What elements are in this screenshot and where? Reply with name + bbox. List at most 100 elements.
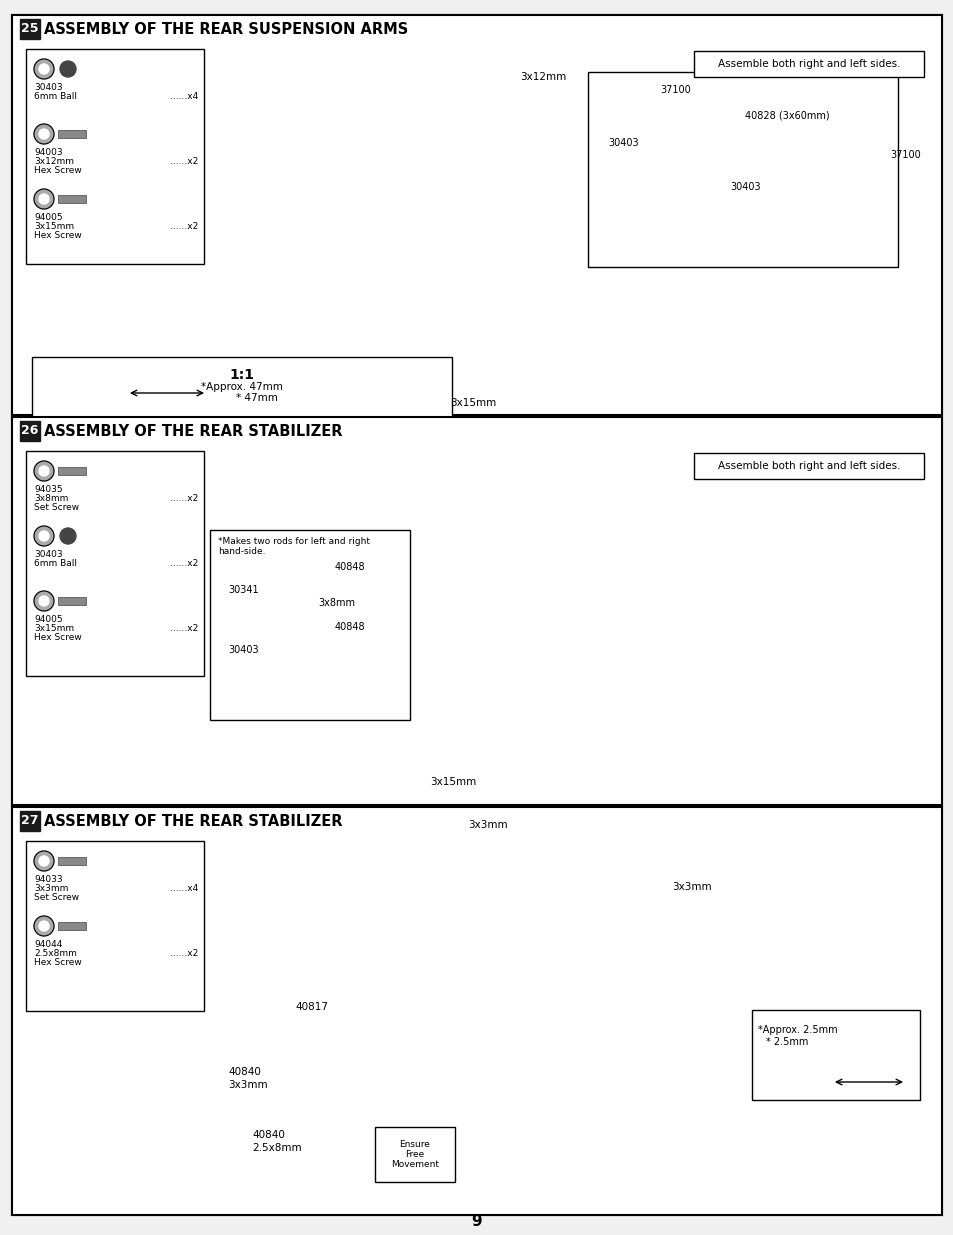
Bar [214, 437, 914, 795]
Bar [26, 49, 204, 264]
Text: ASSEMBLY OF THE REAR SUSPENSION ARMS: ASSEMBLY OF THE REAR SUSPENSION ARMS [44, 21, 408, 37]
Text: 40828 (3x60mm): 40828 (3x60mm) [744, 110, 829, 120]
Circle shape [39, 856, 49, 866]
Text: 40840: 40840 [252, 1130, 285, 1140]
Text: ......x2: ......x2 [170, 494, 198, 503]
Bar [20, 19, 40, 40]
Bar [210, 530, 410, 720]
Bar [58, 923, 86, 930]
Circle shape [39, 128, 49, 140]
Text: 2.5x8mm: 2.5x8mm [252, 1144, 301, 1153]
Text: 27: 27 [21, 815, 39, 827]
Text: Assemble both right and left sides.: Assemble both right and left sides. [717, 59, 900, 69]
Text: 94003: 94003 [34, 148, 63, 157]
Text: Ensure
Free
Movement: Ensure Free Movement [391, 1140, 438, 1170]
Text: 30403: 30403 [607, 138, 638, 148]
Bar [214, 585, 305, 715]
Text: 3x3mm: 3x3mm [34, 884, 69, 893]
Text: 3x15mm: 3x15mm [430, 777, 476, 787]
Text: ASSEMBLY OF THE REAR STABILIZER: ASSEMBLY OF THE REAR STABILIZER [44, 424, 342, 438]
Text: ......x2: ......x2 [170, 948, 198, 958]
Circle shape [34, 592, 54, 611]
Text: 30341: 30341 [228, 585, 258, 595]
Circle shape [34, 461, 54, 480]
Text: 37100: 37100 [889, 149, 920, 161]
Bar [12, 806, 941, 1215]
Text: 40840: 40840 [228, 1067, 260, 1077]
Text: 3x15mm: 3x15mm [34, 624, 74, 634]
Bar [589, 74, 895, 266]
Bar [58, 597, 86, 605]
Circle shape [39, 466, 49, 475]
Text: ......x4: ......x4 [170, 884, 198, 893]
Text: 30403: 30403 [228, 645, 258, 655]
Bar [214, 120, 769, 405]
Text: 2.5x8mm: 2.5x8mm [34, 948, 77, 958]
Circle shape [60, 529, 76, 543]
Text: *Approx. 47mm: *Approx. 47mm [201, 382, 283, 391]
Text: hand-side.: hand-side. [218, 547, 265, 557]
Bar [37, 391, 447, 447]
Text: 25: 25 [21, 22, 39, 36]
Text: 40817: 40817 [294, 1002, 328, 1011]
Bar [58, 857, 86, 864]
Text: 94005: 94005 [34, 212, 63, 222]
Bar [753, 1053, 917, 1098]
Circle shape [39, 921, 49, 931]
Bar [58, 195, 86, 203]
Bar [12, 806, 941, 1215]
Bar [587, 72, 897, 267]
Circle shape [34, 916, 54, 936]
Text: *Approx. 2.5mm: *Approx. 2.5mm [758, 1025, 837, 1035]
Circle shape [39, 597, 49, 606]
Text: 40848: 40848 [335, 562, 365, 572]
Text: 94005: 94005 [34, 615, 63, 624]
Text: Hex Screw: Hex Screw [34, 634, 82, 642]
Text: 30403: 30403 [729, 182, 760, 191]
Bar [12, 15, 941, 415]
Text: 9: 9 [471, 1214, 482, 1229]
Text: 3x12mm: 3x12mm [519, 72, 566, 82]
Text: ......x2: ......x2 [170, 222, 198, 231]
Text: 40848: 40848 [335, 622, 365, 632]
Circle shape [34, 526, 54, 546]
Text: 3x8mm: 3x8mm [34, 494, 69, 503]
Bar [751, 1010, 919, 1100]
Bar [26, 841, 204, 1011]
Bar [12, 417, 941, 805]
Text: 30403: 30403 [34, 83, 63, 91]
Text: *Makes two rods for left and right: *Makes two rods for left and right [218, 537, 370, 547]
Bar [26, 451, 204, 676]
Bar [58, 130, 86, 138]
Bar [693, 51, 923, 77]
Circle shape [34, 124, 54, 144]
Text: 3x3mm: 3x3mm [228, 1079, 268, 1091]
Text: ......x2: ......x2 [170, 157, 198, 165]
Text: * 47mm: * 47mm [235, 393, 277, 403]
Text: Assemble both right and left sides.: Assemble both right and left sides. [717, 461, 900, 471]
Text: Hex Screw: Hex Screw [34, 231, 82, 240]
Text: 3x3mm: 3x3mm [468, 820, 507, 830]
Text: ASSEMBLY OF THE REAR STABILIZER: ASSEMBLY OF THE REAR STABILIZER [44, 814, 342, 829]
Bar [693, 453, 923, 479]
Circle shape [34, 59, 54, 79]
Text: Hex Screw: Hex Screw [34, 165, 82, 175]
Circle shape [60, 61, 76, 77]
Text: 3x15mm: 3x15mm [34, 222, 74, 231]
Text: 3x3mm: 3x3mm [671, 882, 711, 892]
Circle shape [39, 64, 49, 74]
Text: ......x4: ......x4 [170, 91, 198, 101]
Bar [214, 827, 914, 1205]
Circle shape [34, 189, 54, 209]
Text: 94033: 94033 [34, 876, 63, 884]
Bar [12, 417, 941, 805]
Text: Set Screw: Set Screw [34, 503, 79, 513]
Text: * 2.5mm: * 2.5mm [765, 1037, 807, 1047]
Text: Set Screw: Set Screw [34, 893, 79, 902]
Text: Hex Screw: Hex Screw [34, 958, 82, 967]
Text: 6mm Ball: 6mm Ball [34, 91, 77, 101]
Text: 30403: 30403 [34, 550, 63, 559]
Text: 94044: 94044 [34, 940, 62, 948]
Circle shape [34, 851, 54, 871]
Text: 3x12mm: 3x12mm [34, 157, 74, 165]
